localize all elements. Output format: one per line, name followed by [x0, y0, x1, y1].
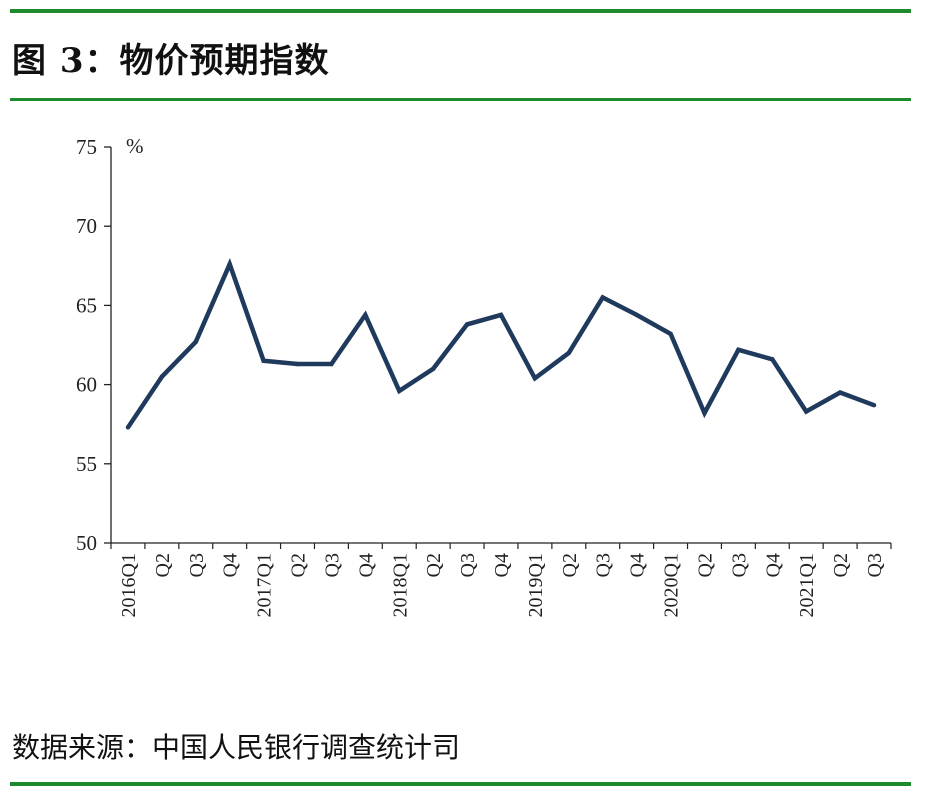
page-title: 图 3：物价预期指数 [12, 41, 330, 81]
x-tick-label: 2021Q1 [796, 553, 818, 617]
data-source-note: 数据来源：中国人民银行调查统计司 [12, 731, 461, 764]
data-point [193, 339, 198, 345]
x-tick-label: 2016Q1 [118, 553, 140, 617]
x-axis-tick-labels: 2016Q1 Q2 Q3 Q4 2017Q1 Q2 Q3 Q4 2018Q1 Q2 Q3 Q4 2019… [118, 553, 886, 617]
data-point [430, 366, 436, 371]
title-underline-rule [10, 98, 911, 101]
data-point [668, 331, 673, 337]
series-line [126, 258, 875, 429]
y-tick-label: 50 [76, 531, 97, 555]
x-tick-label: Q2 [288, 553, 310, 577]
data-point [770, 357, 775, 362]
data-point [804, 409, 809, 414]
x-tick-label: Q2 [830, 553, 852, 577]
y-tick-label: 65 [76, 293, 97, 317]
data-point [125, 425, 131, 430]
x-tick-label: Q2 [423, 553, 445, 577]
data-point [295, 361, 300, 367]
x-tick-label: Q3 [593, 553, 615, 577]
x-tick-label: Q4 [627, 553, 649, 577]
data-point [363, 312, 368, 318]
data-point [397, 388, 402, 394]
data-point [464, 322, 470, 327]
y-tick-label: 55 [76, 452, 97, 476]
data-point [837, 390, 843, 395]
data-point [329, 361, 334, 367]
y-tick-label: 60 [76, 373, 97, 397]
data-point [736, 347, 741, 352]
x-tick-label: Q2 [694, 553, 716, 577]
bottom-rule [10, 782, 911, 786]
x-tick-label: Q3 [321, 553, 343, 577]
x-tick-label: Q4 [491, 553, 513, 577]
data-point [261, 358, 266, 364]
data-point [566, 350, 572, 356]
x-tick-label: Q3 [457, 553, 479, 577]
x-tick-label: Q4 [220, 553, 242, 577]
data-point [871, 402, 877, 408]
x-tick-label: Q4 [355, 553, 377, 577]
data-point [498, 312, 504, 318]
x-tick-label: Q3 [728, 553, 750, 577]
y-tick-label: 75 [76, 135, 97, 159]
data-point [702, 410, 707, 416]
data-point [600, 295, 605, 300]
y-axis-unit-label: % [126, 134, 144, 158]
x-tick-label: Q3 [186, 553, 208, 577]
x-tick-label: 2017Q1 [254, 553, 276, 617]
x-tick-label: Q2 [559, 553, 581, 577]
data-point [227, 262, 232, 267]
data-point [532, 376, 538, 381]
data-point [634, 312, 639, 318]
chart-ticks [104, 146, 892, 549]
x-tick-label: Q4 [762, 553, 784, 577]
chart-series [125, 258, 877, 430]
chart-axes [110, 147, 891, 544]
y-tick-label: 70 [76, 214, 97, 238]
top-rule [10, 9, 911, 13]
y-axis-tick-labels: 50 55 60 65 70 75 [76, 135, 97, 555]
x-tick-label: 2020Q1 [661, 553, 683, 617]
x-tick-label: Q2 [152, 553, 174, 577]
x-tick-label: 2018Q1 [389, 553, 411, 617]
x-tick-label: 2019Q1 [525, 553, 547, 617]
data-point [159, 374, 165, 379]
x-tick-label: Q3 [864, 553, 886, 577]
